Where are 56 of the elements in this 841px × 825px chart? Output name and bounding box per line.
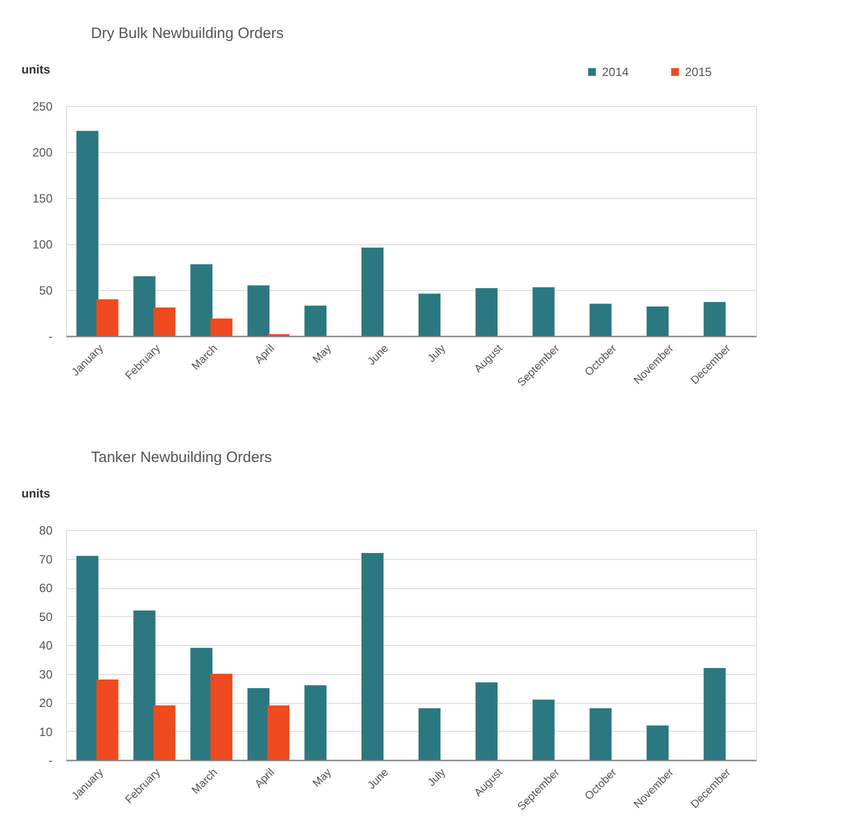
bar [362, 553, 384, 760]
bar [704, 302, 726, 336]
y-tick-label: 60 [39, 581, 53, 595]
y-tick-label: - [48, 754, 52, 768]
bar [190, 648, 212, 760]
y-tick-label: 100 [32, 238, 53, 252]
bar [153, 705, 176, 760]
bar [210, 674, 232, 760]
bar [76, 130, 98, 336]
y-axis-title: units [22, 62, 50, 76]
y-tick-label: 20 [39, 696, 53, 710]
x-tick-label: July [426, 766, 448, 789]
bar [96, 680, 118, 760]
y-tick-label: 30 [39, 667, 53, 682]
x-tick-label: July [426, 342, 448, 365]
y-tick-label: - [48, 330, 52, 344]
legend-label: 2014 [602, 65, 630, 79]
chart-title: Dry Bulk Newbuilding Orders [91, 25, 284, 42]
bar [532, 287, 555, 336]
y-tick-label: 80 [39, 524, 53, 538]
y-tick-label: 70 [39, 552, 53, 566]
y-tick-label: 40 [39, 638, 53, 652]
bar [133, 610, 156, 760]
bar [476, 288, 498, 336]
bar [532, 700, 555, 760]
bar [96, 299, 118, 336]
bar [476, 682, 498, 760]
bar [190, 264, 212, 336]
bar [418, 708, 441, 760]
bar [590, 708, 612, 760]
x-tick-label: May [310, 342, 334, 366]
y-tick-label: 150 [32, 192, 53, 206]
y-tick-label: 10 [39, 724, 53, 739]
bar [210, 318, 232, 336]
bar [704, 668, 726, 760]
bar [153, 307, 176, 336]
bar [247, 285, 270, 336]
y-tick-label: 250 [32, 100, 53, 114]
bar [76, 556, 98, 760]
bar [267, 705, 290, 760]
legend-label: 2015 [685, 65, 712, 79]
y-tick-label: 50 [39, 284, 53, 298]
bar [304, 306, 326, 336]
chart-title: Tanker Newbuilding Orders [91, 449, 272, 466]
y-tick-label: 50 [39, 610, 53, 624]
bar [418, 294, 441, 336]
bar [362, 248, 384, 336]
bar [247, 688, 270, 760]
bar [646, 726, 669, 760]
bar [133, 276, 156, 336]
y-tick-label: 200 [32, 146, 53, 160]
x-tick-label: May [310, 766, 334, 790]
bar [590, 304, 612, 336]
bar [646, 306, 669, 336]
y-axis-title: units [22, 486, 50, 500]
bar [304, 685, 326, 760]
